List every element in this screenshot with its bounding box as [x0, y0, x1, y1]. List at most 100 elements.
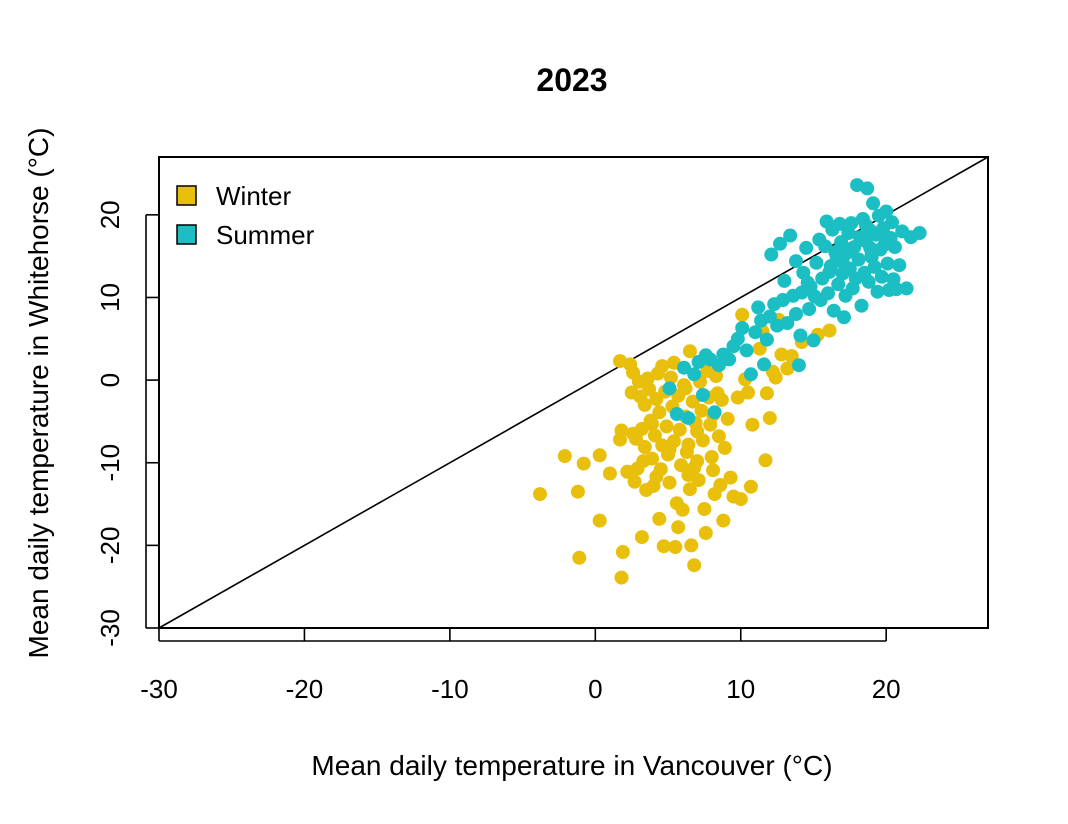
summer-point: [844, 216, 859, 231]
summer-point: [759, 332, 774, 347]
y-axis-label: Mean daily temperature in Whitehorse (°C…: [23, 128, 54, 659]
winter-point: [576, 456, 591, 471]
summer-point: [860, 181, 875, 196]
summer-point: [783, 228, 798, 243]
summer-point: [669, 407, 684, 421]
winter-point: [745, 417, 760, 432]
legend-swatch: [176, 224, 197, 245]
x-tick-label: 0: [588, 674, 602, 704]
winter-point: [704, 450, 719, 464]
summer-point: [912, 226, 927, 240]
winter-point: [822, 323, 837, 338]
winter-point: [636, 454, 651, 469]
winter-point: [634, 530, 649, 545]
summer-point: [687, 367, 702, 382]
summer-point: [793, 328, 808, 343]
winter-point: [668, 540, 683, 554]
winter-point: [642, 382, 657, 397]
winter-point: [652, 405, 667, 420]
winter-point: [570, 484, 585, 499]
summer-point: [858, 217, 873, 232]
winter-point: [706, 463, 721, 478]
y-tick-label: -30: [95, 609, 125, 647]
summer-point: [789, 307, 803, 321]
legend-swatch: [176, 185, 197, 206]
summer-point: [835, 254, 850, 269]
winter-point: [741, 385, 755, 400]
winter-point: [649, 469, 664, 484]
winter-point: [690, 424, 705, 439]
summer-point: [739, 343, 754, 358]
summer-point: [844, 241, 859, 256]
x-axis-label: Mean daily temperature in Vancouver (°C): [311, 750, 832, 781]
summer-point: [802, 302, 817, 316]
summer-point: [880, 256, 895, 271]
winter-point: [627, 474, 642, 489]
summer-point: [866, 196, 881, 211]
y-tick-label: 20: [95, 200, 125, 229]
summer-point: [822, 264, 837, 279]
y-tick-label: -10: [95, 444, 125, 482]
summer-point: [892, 258, 907, 273]
summer-point: [780, 316, 795, 331]
summer-point: [831, 277, 846, 292]
summer-point: [851, 252, 866, 267]
winter-point: [735, 307, 750, 322]
data-points: [533, 178, 927, 585]
winter-point: [626, 365, 641, 380]
y-tick-label: 10: [95, 283, 125, 312]
winter-point: [720, 411, 735, 426]
winter-point: [697, 502, 712, 516]
winter-point: [717, 440, 732, 455]
summer-point: [677, 360, 691, 375]
winter-point: [733, 492, 748, 507]
winter-point: [674, 458, 689, 473]
winter-point: [711, 429, 726, 444]
summer-point: [832, 216, 847, 231]
summer-point: [873, 225, 888, 240]
summer-point: [743, 367, 758, 382]
summer-point: [861, 274, 876, 289]
summer-point: [854, 298, 869, 313]
winter-point: [713, 478, 728, 492]
winter-point: [533, 487, 547, 502]
summer-point: [889, 282, 904, 297]
winter-point: [655, 359, 670, 374]
y-tick-label: 0: [95, 373, 125, 387]
x-tick-label: -30: [140, 674, 178, 704]
summer-point: [887, 240, 902, 255]
winter-point: [684, 538, 699, 553]
summer-point: [681, 411, 696, 426]
winter-point: [687, 558, 702, 573]
winter-point: [602, 466, 617, 481]
winter-point: [637, 397, 652, 412]
winter-point: [662, 475, 677, 490]
winter-point: [758, 453, 773, 468]
winter-point: [768, 370, 783, 385]
winter-point: [685, 394, 700, 409]
winter-point: [743, 479, 758, 494]
winter-point: [678, 381, 693, 396]
winter-point: [572, 550, 587, 565]
winter-point: [663, 370, 678, 385]
summer-point: [730, 331, 745, 346]
winter-point: [671, 520, 686, 535]
summer-point: [807, 289, 822, 304]
winter-point: [675, 502, 690, 517]
summer-point: [789, 254, 803, 269]
summer-point: [870, 284, 885, 299]
winter-point: [762, 411, 777, 426]
summer-point: [735, 321, 750, 335]
chart-title: 2023: [536, 62, 607, 98]
plot-frame: [158, 156, 989, 629]
y-tick-label: -20: [95, 527, 125, 565]
winter-point: [709, 369, 723, 383]
winter-point: [614, 570, 629, 585]
summer-point: [818, 239, 833, 254]
summer-point: [751, 300, 766, 315]
winter-point: [557, 449, 572, 464]
winter-point: [716, 513, 731, 528]
winter-point: [681, 437, 696, 452]
winter-point: [780, 361, 795, 376]
winter-point: [687, 460, 702, 475]
